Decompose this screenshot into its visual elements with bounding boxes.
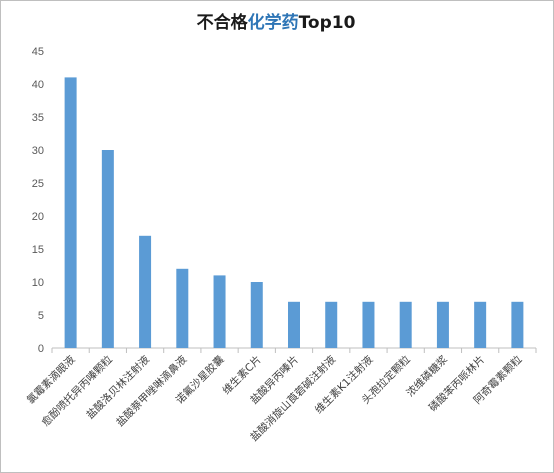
y-tick-label: 35 xyxy=(32,112,44,124)
bar xyxy=(511,301,524,348)
bar xyxy=(399,301,412,348)
y-tick-label: 15 xyxy=(32,244,44,256)
bar xyxy=(64,77,77,349)
bar xyxy=(436,301,449,348)
y-tick-label: 30 xyxy=(32,145,44,157)
category-labels: 氯霉素滴眼液愈酚喷托异丙嗪颗粒盐酸洛贝林注射液盐酸萘甲唑啉滴鼻液诺氟沙星胶囊维生… xyxy=(24,353,525,444)
bar xyxy=(176,268,189,348)
chart-title-part3: Top10 xyxy=(298,13,356,33)
chart-title-accent: 化学药 xyxy=(247,13,299,33)
bar xyxy=(250,282,263,348)
bar xyxy=(325,301,338,348)
bar xyxy=(139,235,152,348)
y-tick-label: 5 xyxy=(38,310,44,322)
y-tick-label: 45 xyxy=(32,46,44,58)
y-tick-label: 25 xyxy=(32,178,44,190)
bar xyxy=(288,301,300,348)
bar xyxy=(101,150,114,348)
y-tick-label: 10 xyxy=(32,277,44,289)
chart-title: 不合格化学药Top10 xyxy=(0,8,552,33)
y-tick-label: 40 xyxy=(32,79,44,91)
x-axis xyxy=(51,347,537,353)
bar xyxy=(474,301,487,348)
bar xyxy=(213,275,226,348)
y-tick-label: 0 xyxy=(38,343,44,355)
y-tick-label: 20 xyxy=(32,211,44,223)
bars xyxy=(64,77,524,349)
category-label: 盐酸萘甲唑啉滴鼻液 xyxy=(113,353,189,429)
chart-title-part1: 不合格 xyxy=(196,13,248,33)
y-axis-ticks: 0 5 10 15 20 25 30 35 40 45 xyxy=(32,46,44,355)
category-label: 盐酸洛贝林注射液 xyxy=(84,353,153,422)
category-label: 愈酚喷托异丙嗪颗粒 xyxy=(39,353,115,429)
bar xyxy=(362,301,375,348)
